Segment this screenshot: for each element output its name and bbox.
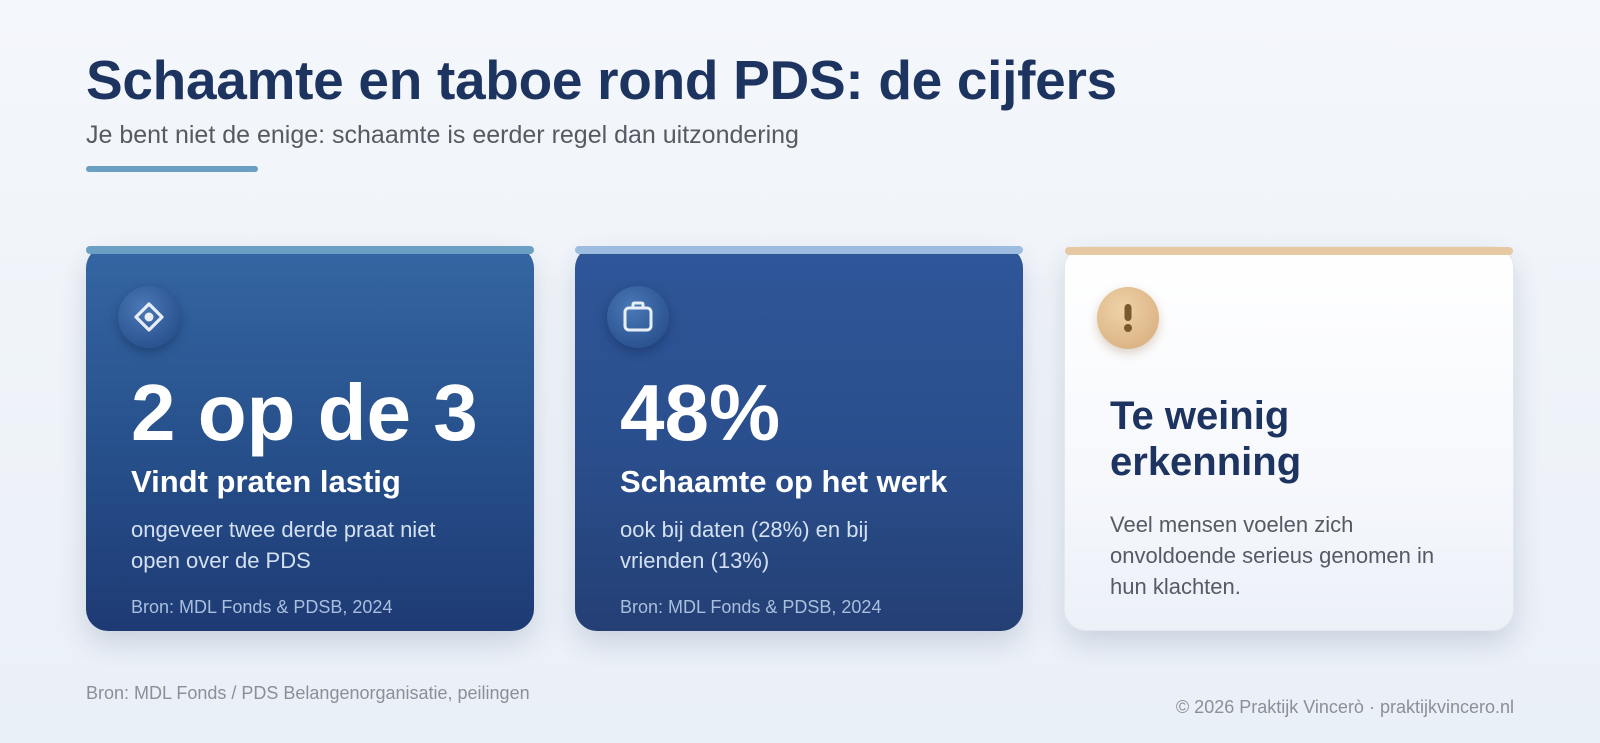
footer-copyright: © 2026 Praktijk Vincerò · praktijkvincer… <box>1175 697 1514 717</box>
card-accent-bar <box>575 246 1023 254</box>
card-icon-badge <box>118 286 180 348</box>
footer-source: Bron: MDL Fonds / PDS Belangenorganisati… <box>86 683 530 703</box>
header: Schaamte en taboe rond PDS: de cijfers J… <box>86 48 1117 172</box>
stat-source: Bron: MDL Fonds & PDSB, 2024 <box>620 597 882 617</box>
stat-description: ongeveer twee derde praat niet open over… <box>131 517 436 573</box>
stat-value: 2 op de 3 <box>131 368 478 457</box>
card-icon-badge <box>607 286 669 348</box>
stat-label: Vindt praten lastig <box>131 464 401 499</box>
stat-description: ook bij daten (28%) en bij vrienden (13%… <box>620 517 869 573</box>
exclamation-icon <box>1124 304 1132 332</box>
info-description: Veel mensen voelen zich onvoldoende seri… <box>1110 512 1435 599</box>
card-accent-bar <box>86 246 534 254</box>
stat-card-work: 48% Schaamte op het werk ook bij daten (… <box>575 246 1023 631</box>
card-icon-badge <box>1097 287 1159 349</box>
stat-label: Schaamte op het werk <box>620 464 948 499</box>
eye-icon <box>134 302 164 332</box>
stat-value: 48% <box>620 368 781 457</box>
info-title: Te weinig erkenning <box>1110 394 1302 484</box>
bag-icon <box>623 301 653 332</box>
page-subtitle: Je bent niet de enige: schaamte is eerde… <box>86 121 799 149</box>
stat-card-talking: 2 op de 3 Vindt praten lastig ongeveer t… <box>86 246 534 631</box>
page-title: Schaamte en taboe rond PDS: de cijfers <box>86 49 1117 111</box>
title-underline <box>86 166 258 172</box>
stat-source: Bron: MDL Fonds & PDSB, 2024 <box>131 597 393 617</box>
card-accent-bar <box>1065 247 1513 255</box>
info-card-recognition: Te weinig erkenning Veel mensen voelen z… <box>1064 246 1514 631</box>
